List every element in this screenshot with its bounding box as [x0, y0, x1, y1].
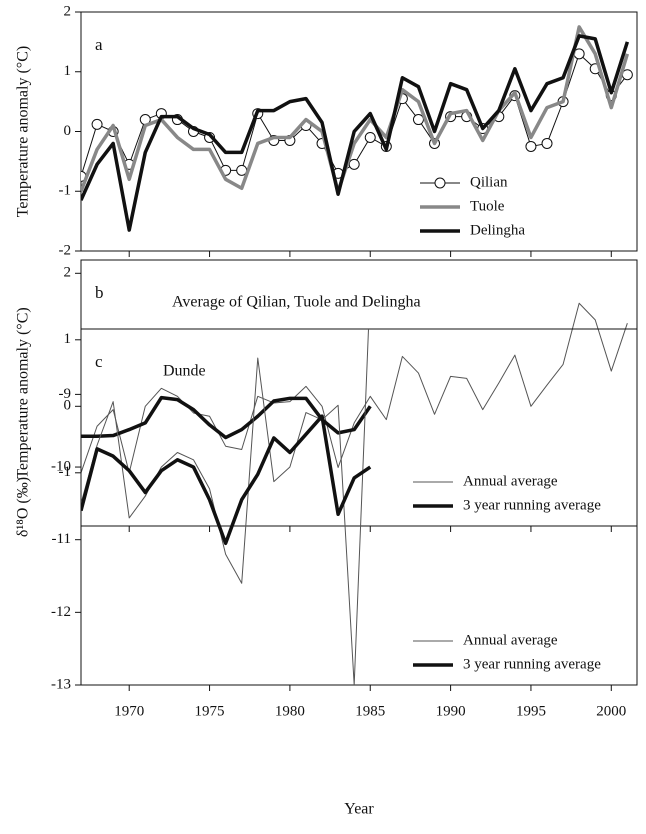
y-axis-label: Temperature anomaly (°C)	[15, 46, 32, 217]
plot-frame	[80, 11, 638, 252]
y-tick-label: -11	[52, 531, 71, 547]
x-tick-label: 1995	[516, 703, 546, 719]
legend-label: Annual average	[463, 473, 558, 489]
x-tick-label: 1990	[436, 703, 466, 719]
series-line	[81, 25, 630, 193]
x-axis-label: Year	[344, 801, 374, 818]
x-tick-label: 2000	[596, 703, 626, 719]
legend-marker	[434, 177, 446, 189]
plot-area	[81, 25, 633, 232]
series-line	[81, 395, 372, 440]
panel-label: b	[95, 283, 104, 302]
y-tick-label: -2	[59, 242, 72, 258]
marker	[364, 131, 376, 143]
y-tick-label: -13	[51, 676, 71, 692]
y-tick-label: 2	[64, 265, 72, 281]
y-tick-label: -10	[51, 458, 71, 474]
y-axis-label: Temperature anomaly (°C)	[15, 307, 32, 478]
x-tick-label: 1985	[355, 703, 385, 719]
x-tick-label: 1975	[195, 703, 225, 719]
marker	[541, 137, 553, 149]
x-tick-label: 1980	[275, 703, 305, 719]
annotation: Average of Qilian, Tuole and Delingha	[172, 294, 421, 311]
legend-label: 3 year running average	[463, 656, 601, 672]
legend-label: Delingha	[470, 222, 525, 238]
legend-label: Annual average	[463, 632, 558, 648]
y-tick-label: 1	[64, 331, 72, 347]
series-line	[81, 414, 372, 546]
y-axis-label: δ¹⁸O (‰)	[15, 477, 32, 537]
x-tick-label: 1970	[114, 703, 144, 719]
y-tick-label: 0	[64, 123, 72, 139]
marker	[525, 140, 537, 152]
y-tick-label: 2	[64, 3, 72, 19]
y-tick-label: 0	[64, 398, 72, 414]
plot-area	[81, 329, 372, 685]
y-tick-label: -9	[59, 386, 72, 402]
panel-label: c	[95, 352, 103, 371]
y-tick-label: -12	[51, 604, 71, 620]
series-line	[81, 302, 628, 474]
y-tick-label: -1	[59, 183, 72, 199]
marker	[91, 118, 103, 130]
annotation: Dunde	[163, 363, 206, 380]
legend-label: 3 year running average	[463, 497, 601, 513]
series-line	[81, 329, 369, 685]
y-tick-label: -1	[59, 464, 72, 480]
legend-label: Qilian	[470, 174, 508, 190]
legend-label: Tuole	[470, 198, 505, 214]
marker	[412, 114, 424, 126]
y-tick-label: 1	[64, 63, 72, 79]
marker	[348, 158, 360, 170]
series-line	[81, 34, 630, 232]
panel-label: a	[95, 35, 103, 54]
